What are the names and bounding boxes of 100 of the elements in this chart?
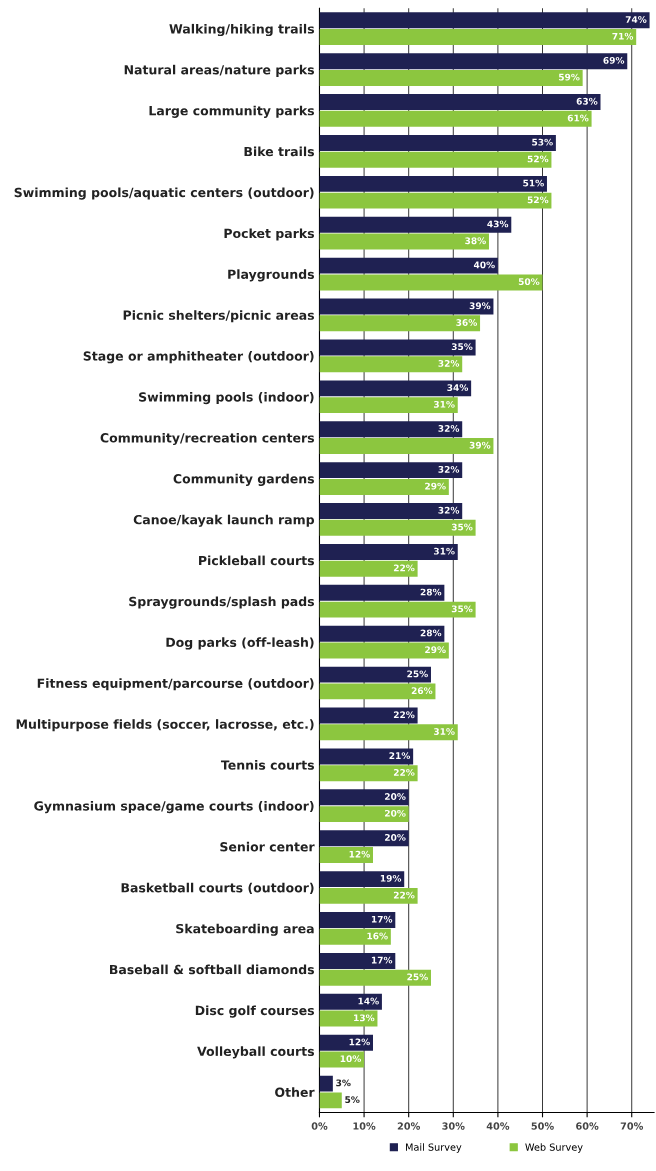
bar	[319, 666, 431, 683]
data-label: 20%	[385, 834, 406, 841]
data-label: 63%	[576, 97, 598, 105]
data-label: 40%	[473, 261, 495, 269]
data-label: 25%	[407, 670, 428, 678]
data-label: 51%	[523, 179, 544, 187]
data-label: 26%	[411, 687, 433, 695]
bar	[319, 1092, 342, 1109]
y-tick-label: Canoe/kayak launch ramp	[133, 514, 315, 527]
bar	[319, 503, 463, 520]
data-label: 12%	[349, 1038, 370, 1046]
data-label: 13%	[354, 1014, 375, 1022]
x-tick-label: 60%	[576, 1122, 599, 1130]
data-label: 34%	[447, 384, 469, 391]
data-label: 52%	[527, 155, 549, 163]
bar	[319, 462, 463, 479]
x-tick-label: 30%	[442, 1122, 465, 1130]
x-tick-label: 0%	[311, 1122, 328, 1130]
y-tick-label: Playgrounds	[228, 269, 315, 282]
data-label: 52%	[527, 196, 549, 204]
bar	[319, 110, 592, 127]
bar	[319, 12, 650, 29]
bar	[319, 724, 458, 741]
bar	[319, 969, 431, 986]
x-tick-label: 10%	[353, 1122, 376, 1130]
bar	[319, 397, 458, 414]
data-label: 22%	[393, 768, 415, 776]
data-label: 29%	[425, 646, 446, 654]
bar	[319, 216, 512, 233]
bar	[319, 847, 373, 863]
bar	[319, 887, 418, 904]
data-label: 36%	[456, 319, 477, 326]
bar	[319, 806, 409, 823]
data-label: 50%	[518, 278, 540, 286]
bar	[319, 356, 463, 373]
data-label: 35%	[451, 605, 473, 613]
bar	[319, 134, 556, 151]
y-tick-label: Other	[275, 1087, 315, 1097]
bar	[319, 69, 583, 86]
y-tick-label: Fitness equipment/parcourse (outdoor)	[37, 678, 314, 691]
y-tick-label: Senior center	[220, 841, 315, 852]
y-tick-label: Community/recreation centers	[100, 432, 315, 446]
bar	[319, 830, 409, 847]
bar	[319, 192, 552, 209]
y-tick-label: Baseball & softball diamonds	[110, 964, 315, 975]
y-tick-label: Bike trails	[244, 146, 315, 157]
bar	[319, 993, 382, 1010]
data-label: 25%	[407, 973, 428, 981]
y-tick-label: Volleyball courts	[197, 1046, 315, 1059]
y-tick-label: Walking/hiking trails	[169, 23, 315, 37]
bar	[319, 1034, 373, 1051]
y-tick-label: Tennis courts	[220, 760, 315, 770]
bar	[319, 912, 396, 928]
data-label: 32%	[438, 506, 460, 514]
data-label: 29%	[425, 482, 446, 490]
data-label: 31%	[433, 728, 455, 735]
data-label: 39%	[469, 302, 491, 310]
bar	[319, 707, 418, 724]
y-tick-label: Large community parks	[149, 105, 315, 118]
bar	[319, 233, 489, 250]
bar	[319, 1075, 333, 1092]
data-label: 35%	[451, 343, 473, 351]
data-label: 17%	[371, 915, 393, 923]
bar	[319, 543, 458, 560]
data-label: 22%	[393, 564, 415, 572]
data-label: 28%	[420, 629, 442, 637]
bar	[319, 952, 396, 969]
data-label: 43%	[487, 220, 509, 228]
bar	[319, 789, 409, 806]
data-label: 14%	[358, 997, 379, 1005]
bar	[319, 683, 436, 700]
data-label: 53%	[532, 138, 553, 146]
data-label: 5%	[345, 1096, 360, 1103]
bar	[319, 871, 405, 888]
bar	[319, 315, 481, 332]
y-tick-label: Basketball courts (outdoor)	[121, 882, 314, 894]
bar	[319, 29, 637, 45]
data-label: 31%	[433, 547, 455, 555]
legend-label: Mail Survey	[406, 1143, 462, 1153]
bar	[319, 274, 543, 291]
bar	[319, 175, 547, 192]
data-label: 20%	[385, 793, 406, 800]
data-label: 69%	[603, 56, 625, 64]
data-label: 74%	[625, 16, 647, 23]
y-tick-label: Pocket parks	[224, 228, 315, 241]
y-tick-label: Skateboarding area	[176, 923, 314, 936]
data-label: 17%	[371, 956, 393, 964]
data-label: 20%	[385, 809, 406, 817]
bar	[319, 438, 494, 454]
bar	[319, 151, 552, 168]
data-label: 71%	[612, 32, 634, 40]
data-label: 16%	[367, 932, 388, 940]
y-tick-label: Disc golf courses	[195, 1005, 315, 1018]
y-tick-label: Pickleball courts	[199, 555, 315, 566]
data-label: 31%	[433, 400, 455, 408]
bar	[319, 94, 601, 111]
bar	[319, 928, 391, 945]
y-tick-label: Gymnasium space/game courts (indoor)	[34, 800, 314, 814]
bar	[319, 380, 472, 397]
y-tick-label: Dog parks (off-leash)	[166, 637, 314, 650]
